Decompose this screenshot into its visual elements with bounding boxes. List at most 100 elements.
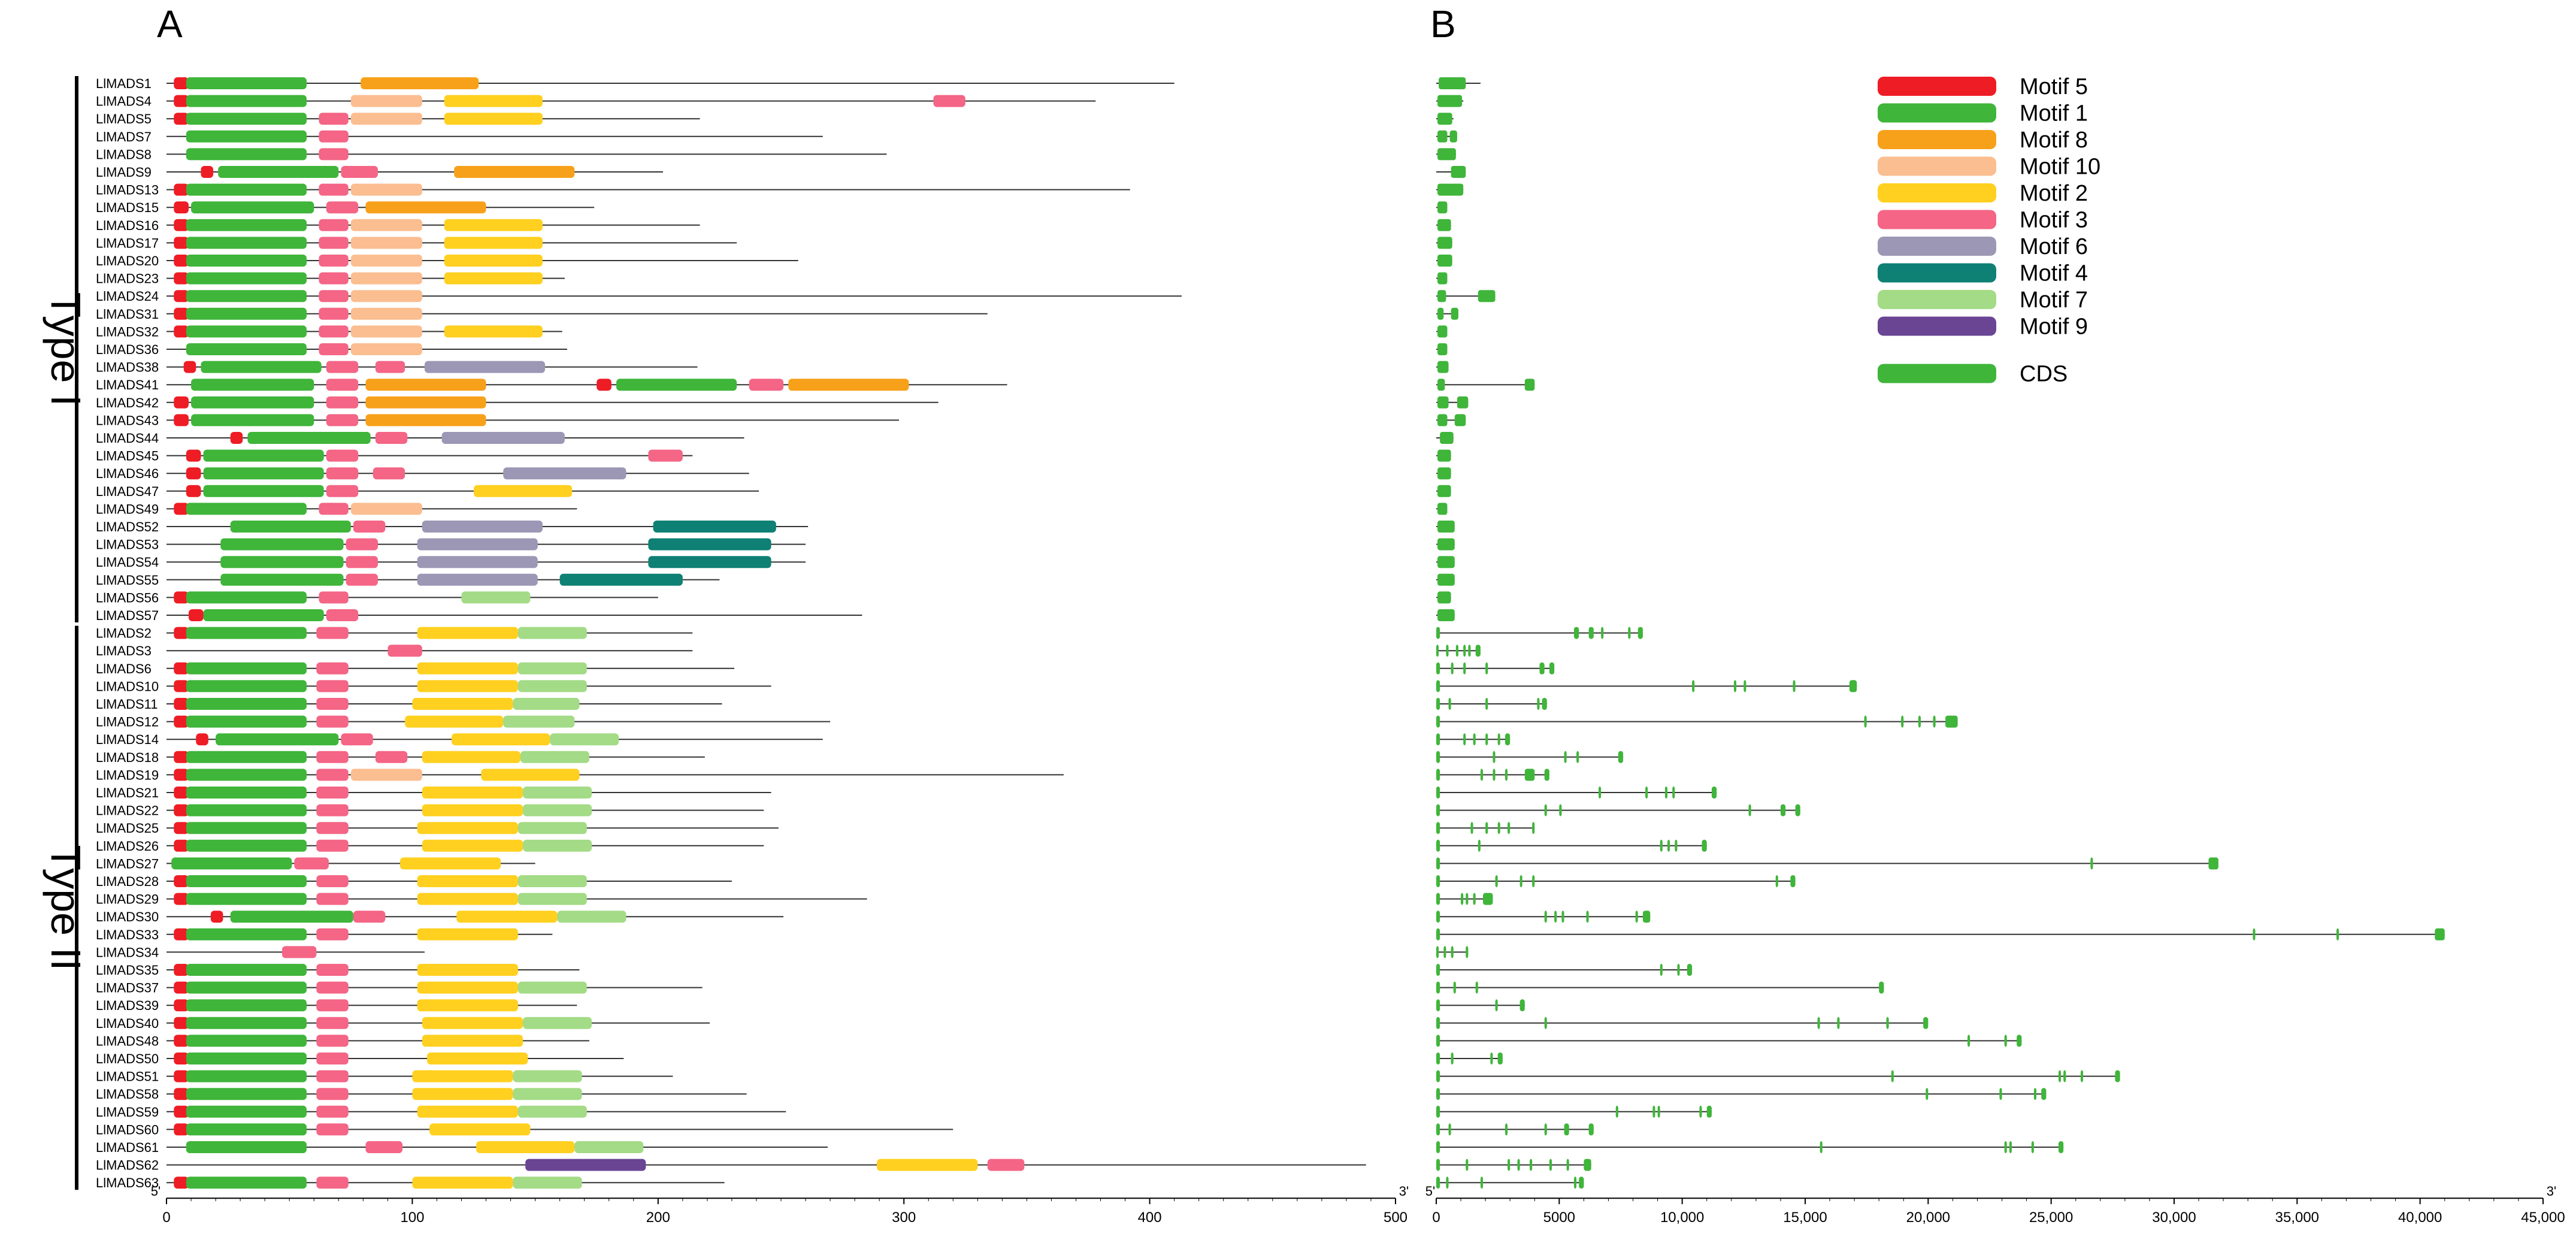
end-label-b-start: 5' bbox=[1425, 1184, 1435, 1199]
cds-exon bbox=[1437, 503, 1448, 515]
gene-label: LlMADS62 bbox=[96, 1158, 159, 1173]
cds-exon bbox=[1437, 379, 1445, 391]
gene-label: LlMADS58 bbox=[96, 1087, 159, 1102]
cds-exon bbox=[1675, 839, 1678, 852]
motif-2-box bbox=[427, 1053, 528, 1064]
motif-5-box bbox=[174, 95, 189, 107]
cds-exon bbox=[1537, 698, 1540, 710]
cds-exon bbox=[1485, 733, 1488, 746]
motif-5-box bbox=[174, 113, 189, 125]
motif-1-box bbox=[186, 255, 307, 267]
cds-exon bbox=[1436, 1141, 1440, 1153]
motif-3-box bbox=[326, 201, 359, 214]
motif-3-box bbox=[319, 343, 349, 355]
motif-5-box bbox=[174, 414, 189, 427]
gene-label: LlMADS5 bbox=[96, 111, 152, 126]
gene-label: LlMADS37 bbox=[96, 981, 159, 996]
cds-exon bbox=[1437, 609, 1455, 621]
motif-2-box bbox=[417, 662, 518, 675]
gene-label: LlMADS42 bbox=[96, 395, 159, 410]
cds-exon bbox=[1544, 804, 1547, 816]
gene-label: LlMADS12 bbox=[96, 715, 159, 730]
cds-exon bbox=[1436, 1123, 1440, 1136]
cds-exon bbox=[1485, 662, 1488, 675]
motif-2-box bbox=[412, 1177, 513, 1189]
motif-3-box bbox=[365, 1141, 402, 1153]
motif-1-box bbox=[186, 130, 307, 143]
cds-exon bbox=[1532, 822, 1535, 834]
motif-5-box bbox=[174, 928, 189, 940]
motif-7-box bbox=[517, 981, 587, 994]
cds-exon bbox=[1508, 1159, 1511, 1171]
cds-exon bbox=[1466, 946, 1469, 958]
motif-2-box bbox=[417, 1105, 518, 1118]
motif-1-box bbox=[218, 166, 339, 178]
cds-exon bbox=[1448, 698, 1451, 710]
motif-3-box bbox=[319, 591, 349, 604]
cds-exon bbox=[1508, 822, 1511, 834]
cds-exon bbox=[1443, 946, 1446, 958]
gene-label: LlMADS21 bbox=[96, 785, 159, 800]
motif-8-box bbox=[365, 396, 486, 409]
cds-exon bbox=[1660, 964, 1663, 976]
motif-5-box bbox=[174, 893, 189, 905]
motif-5-box bbox=[174, 183, 189, 196]
cds-exon bbox=[1470, 822, 1473, 834]
motif-5-box bbox=[174, 627, 189, 639]
motif-3-box bbox=[319, 503, 349, 515]
gene-label: LlMADS63 bbox=[96, 1175, 159, 1190]
motif-2-box bbox=[422, 787, 523, 799]
cds-exon bbox=[1437, 255, 1452, 267]
cds-exon bbox=[1495, 875, 1498, 887]
cds-exon bbox=[1573, 627, 1579, 639]
motif-6-box bbox=[417, 573, 538, 586]
motif-3-box bbox=[316, 964, 349, 976]
motif-1-box bbox=[247, 432, 371, 444]
cds-exon bbox=[1437, 307, 1444, 320]
motif-2-box bbox=[422, 839, 523, 852]
motif-3-box bbox=[319, 307, 349, 320]
cds-exon bbox=[1473, 733, 1476, 746]
legend-swatch bbox=[1878, 290, 1996, 309]
motif-3-box bbox=[316, 893, 349, 905]
end-label-a-end: 3' bbox=[1399, 1184, 1409, 1199]
motif-1-box bbox=[186, 272, 307, 285]
motif-2-box bbox=[412, 1070, 513, 1082]
gene-label: LlMADS16 bbox=[96, 218, 159, 233]
cds-exon bbox=[1790, 875, 1796, 887]
motif-3-box bbox=[341, 733, 373, 746]
gene-label: LlMADS9 bbox=[96, 165, 152, 180]
cds-exon bbox=[1748, 804, 1751, 816]
motif-10-box bbox=[350, 95, 422, 107]
cds-exon bbox=[1478, 290, 1496, 303]
cds-exon bbox=[1436, 1053, 1440, 1064]
motif-3-box bbox=[388, 645, 422, 657]
cds-exon bbox=[1564, 1123, 1569, 1136]
legend-label: Motif 7 bbox=[2020, 288, 2088, 313]
gene-label: LlMADS53 bbox=[96, 537, 159, 552]
cds-exon bbox=[2004, 1035, 2007, 1047]
motif-1-box bbox=[220, 556, 344, 568]
cds-exon bbox=[1573, 1177, 1577, 1189]
motif-1-box bbox=[186, 343, 307, 355]
motif-3-box bbox=[326, 396, 359, 409]
cds-exon bbox=[1542, 698, 1547, 710]
cds-exon bbox=[1473, 893, 1476, 905]
motif-2-box bbox=[877, 1159, 978, 1171]
cds-exon bbox=[1451, 166, 1466, 178]
end-label-a-start: 5' bbox=[151, 1184, 161, 1199]
cds-exon bbox=[1446, 1177, 1449, 1189]
tick-label: 15,000 bbox=[1783, 1209, 1827, 1226]
cds-exon bbox=[1437, 521, 1455, 533]
motif-7-box bbox=[517, 680, 587, 692]
motif-1-box bbox=[186, 113, 307, 125]
motif-1-box bbox=[186, 627, 307, 639]
cds-exon bbox=[1628, 627, 1631, 639]
motif-2-box bbox=[417, 627, 518, 639]
cds-exon bbox=[1699, 1105, 1702, 1118]
legend-swatch bbox=[1878, 130, 1996, 149]
cds-exon bbox=[1440, 432, 1454, 444]
cds-exon bbox=[1436, 769, 1440, 781]
gene-label: LlMADS20 bbox=[96, 253, 159, 268]
tick-label: 100 bbox=[400, 1209, 424, 1226]
